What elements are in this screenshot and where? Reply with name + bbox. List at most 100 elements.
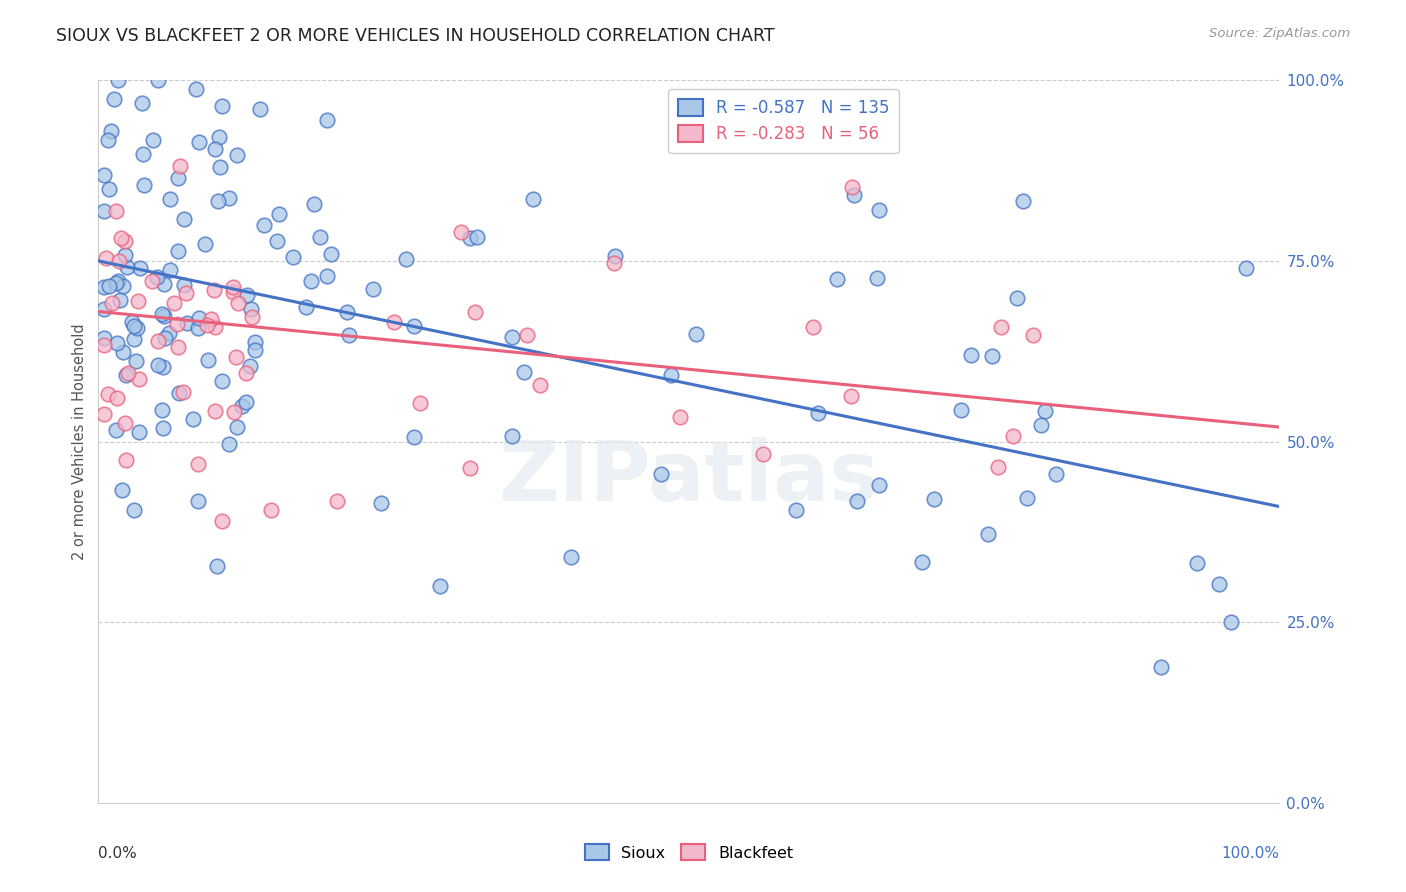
Point	[226, 296, 249, 310]
Point	[183, 412, 205, 426]
Point	[187, 457, 209, 471]
Point	[117, 366, 139, 380]
Point	[650, 467, 672, 481]
Point	[150, 403, 173, 417]
Point	[846, 494, 869, 508]
Point	[839, 389, 862, 403]
Point	[218, 437, 240, 451]
Point	[603, 256, 626, 270]
Point	[868, 478, 890, 492]
Point	[159, 192, 181, 206]
Point	[152, 309, 174, 323]
Point	[166, 317, 188, 331]
Point	[560, 550, 582, 565]
Point	[187, 493, 209, 508]
Point	[308, 230, 330, 244]
Point	[218, 191, 240, 205]
Y-axis label: 2 or more Vehicles in Household: 2 or more Vehicles in Household	[72, 323, 87, 560]
Point	[202, 284, 225, 298]
Point	[1150, 660, 1173, 674]
Point	[115, 260, 138, 275]
Point	[127, 320, 149, 334]
Point	[1001, 428, 1024, 442]
Point	[100, 124, 122, 138]
Point	[236, 288, 259, 302]
Point	[146, 73, 169, 87]
Point	[1234, 260, 1257, 275]
Point	[166, 170, 188, 185]
Point	[1005, 291, 1028, 305]
Point	[752, 447, 775, 461]
Point	[868, 202, 890, 217]
Point	[1029, 417, 1052, 432]
Point	[336, 304, 359, 318]
Point	[245, 334, 267, 349]
Point	[163, 296, 186, 310]
Point	[141, 274, 163, 288]
Point	[841, 180, 863, 194]
Point	[197, 352, 219, 367]
Point	[93, 302, 115, 317]
Point	[142, 133, 165, 147]
Point	[111, 279, 134, 293]
Point	[98, 181, 121, 195]
Point	[153, 277, 176, 292]
Point	[107, 274, 129, 288]
Point	[148, 334, 170, 348]
Point	[134, 178, 156, 192]
Point	[194, 237, 217, 252]
Point	[150, 307, 173, 321]
Point	[960, 348, 983, 362]
Point	[93, 168, 115, 182]
Point	[111, 483, 134, 497]
Point	[115, 453, 138, 467]
Point	[239, 359, 262, 374]
Point	[211, 374, 233, 388]
Point	[104, 204, 127, 219]
Point	[132, 147, 155, 161]
Point	[382, 315, 405, 329]
Point	[222, 285, 245, 300]
Point	[96, 251, 118, 265]
Point	[987, 459, 1010, 474]
Point	[337, 327, 360, 342]
Point	[240, 310, 263, 324]
Point	[1015, 491, 1038, 505]
Point	[97, 132, 120, 146]
Point	[107, 392, 129, 406]
Point	[146, 358, 169, 372]
Point	[124, 354, 146, 368]
Point	[301, 274, 323, 288]
Point	[464, 304, 486, 318]
Point	[104, 424, 127, 438]
Point	[187, 321, 209, 335]
Point	[685, 326, 707, 341]
Point	[207, 194, 229, 208]
Point	[659, 368, 682, 382]
Point	[122, 318, 145, 333]
Point	[522, 192, 544, 206]
Point	[111, 345, 134, 359]
Point	[107, 73, 129, 87]
Point	[93, 330, 115, 344]
Point	[93, 280, 115, 294]
Point	[152, 359, 174, 374]
Point	[361, 282, 384, 296]
Point	[844, 188, 866, 202]
Point	[950, 403, 973, 417]
Point	[115, 368, 138, 382]
Point	[402, 430, 425, 444]
Point	[114, 247, 136, 261]
Point	[200, 312, 222, 326]
Point	[807, 406, 830, 420]
Point	[153, 331, 176, 345]
Point	[205, 559, 228, 574]
Point	[93, 408, 115, 422]
Point	[1022, 327, 1045, 342]
Point	[239, 302, 262, 317]
Point	[197, 318, 219, 333]
Point	[204, 403, 226, 417]
Point	[105, 335, 128, 350]
Point	[669, 410, 692, 425]
Point	[603, 249, 626, 263]
